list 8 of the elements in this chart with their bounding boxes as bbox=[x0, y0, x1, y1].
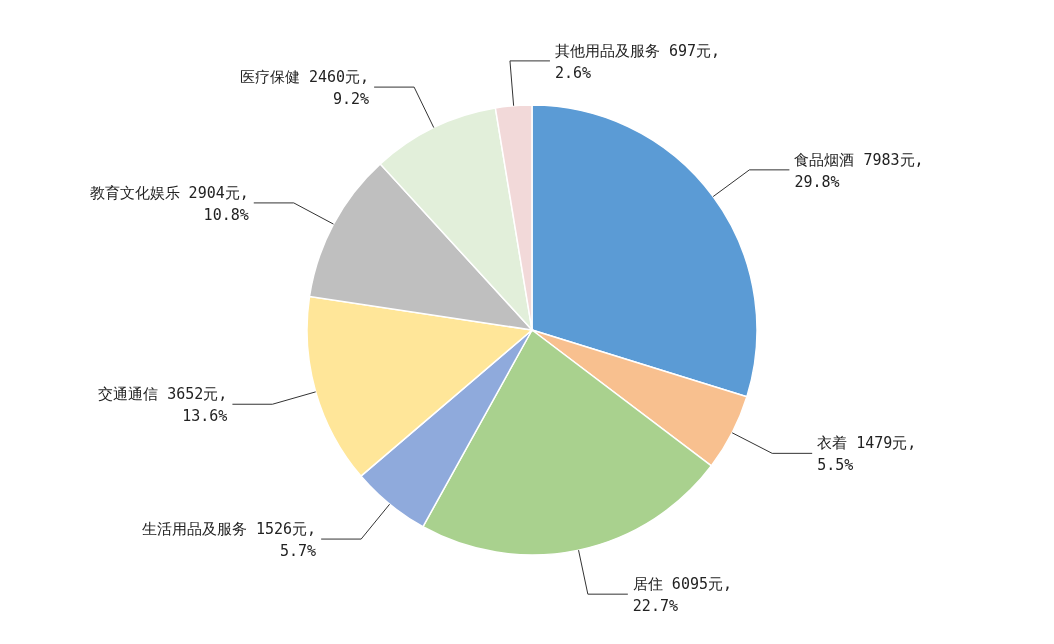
slice-label: 交通通信 3652元, 13.6% bbox=[98, 385, 228, 426]
slice-label: 衣着 1479元, 5.5% bbox=[817, 434, 917, 475]
slice-label: 居住 6095元, 22.7% bbox=[632, 575, 733, 616]
slice-label: 生活用品及服务 1526元, 5.7% bbox=[141, 520, 317, 561]
slice-label: 医疗保健 2460元, 9.2% bbox=[239, 68, 370, 109]
slice-label: 食品烟酒 7983元, 29.8% bbox=[794, 150, 924, 191]
slice-label: 其他用品及服务 697元, 2.6% bbox=[554, 41, 721, 82]
slice-label: 教育文化娱乐 2904元, 10.8% bbox=[89, 183, 249, 224]
